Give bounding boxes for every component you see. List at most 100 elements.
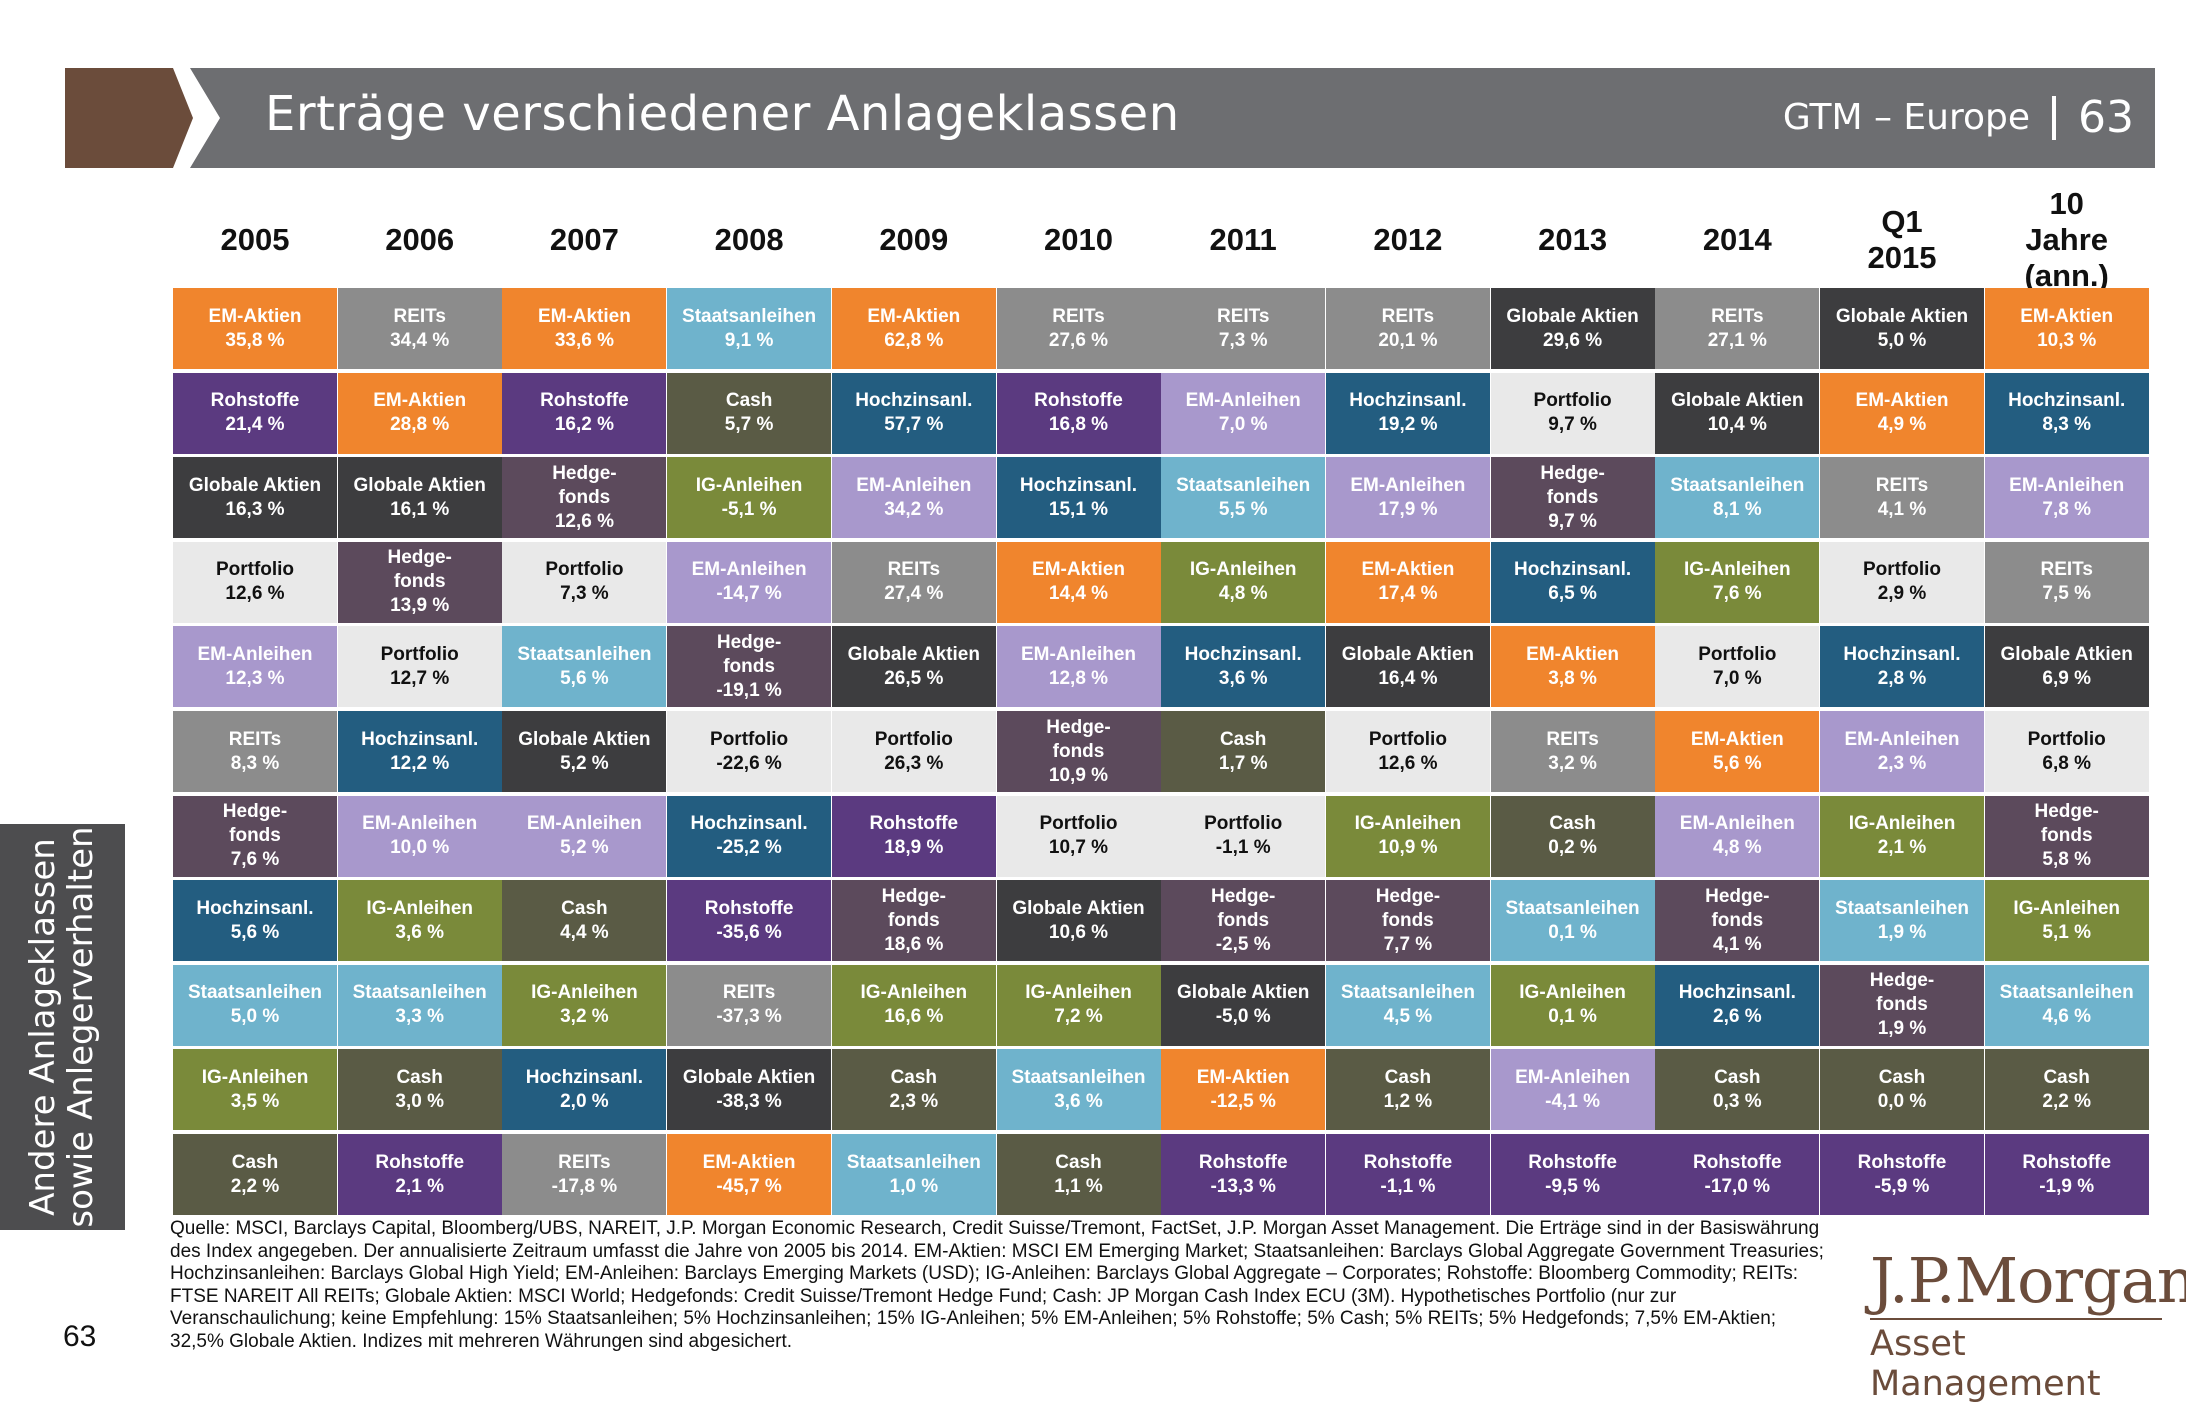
- return-cell: Staatsanleihen 3,6 %: [996, 1049, 1161, 1131]
- return-cell: REITs 34,4 %: [337, 288, 502, 369]
- asset-class-label: Rohstoffe: [1857, 1151, 1947, 1173]
- return-cell: Cash 4,4 %: [502, 880, 667, 962]
- return-value: -1,1 %: [1215, 837, 1271, 859]
- return-value: 27,6 %: [1048, 329, 1109, 351]
- return-cell: EM-Anleihen 5,2 %: [502, 795, 667, 877]
- asset-class-label: Rohstoffe: [375, 1151, 465, 1173]
- sidebar-line-2: sowie Anlegerverhalten: [61, 826, 101, 1228]
- return-value: -25,2 %: [716, 837, 782, 859]
- return-value: 0,0 %: [1877, 1090, 1927, 1112]
- return-value: 8,3 %: [230, 752, 280, 774]
- asset-class-label: EM-Aktien: [373, 390, 467, 412]
- return-cell: Cash 3,0 %: [337, 1049, 502, 1131]
- return-value: -38,3 %: [716, 1090, 782, 1112]
- return-cell: Staatsanleihen 5,5 %: [1161, 457, 1326, 539]
- return-cell: Globale Aktien 5,2 %: [502, 711, 667, 792]
- asset-class-label: fonds: [393, 571, 446, 593]
- return-value: 10,6 %: [1048, 921, 1109, 943]
- return-cell: Hochzinsanl. -25,2 %: [667, 795, 832, 877]
- return-cell: IG-Anleihen 2,1 %: [1820, 795, 1984, 877]
- asset-class-label: Portfolio: [1204, 813, 1283, 835]
- return-cell: Hedge-fonds 12,6 %: [502, 457, 667, 539]
- asset-class-label: Rohstoffe: [210, 390, 300, 412]
- return-value: 33,6 %: [554, 329, 614, 351]
- return-value: 7,3 %: [560, 583, 609, 605]
- return-value: 5,0 %: [230, 1006, 280, 1028]
- return-cell: Globale Atkien 6,9 %: [1984, 626, 2149, 708]
- return-cell: IG-Anleihen 7,2 %: [996, 964, 1161, 1046]
- asset-class-label: Portfolio: [710, 728, 789, 750]
- return-value: 3,2 %: [1548, 752, 1597, 774]
- return-cell: EM-Anleihen 7,0 %: [1161, 372, 1326, 454]
- return-cell: Portfolio 10,7 %: [996, 795, 1161, 877]
- return-value: 8,3 %: [2042, 414, 2091, 436]
- return-cell: Cash 1,7 %: [1161, 711, 1326, 792]
- asset-class-label: REITs: [393, 305, 446, 327]
- return-cell: Hochzinsanl. 3,6 %: [1161, 626, 1326, 708]
- return-value: 4,4 %: [560, 921, 609, 943]
- return-cell: EM-Anleihen 7,8 %: [1984, 457, 2149, 539]
- return-cell: Cash 1,2 %: [1325, 1049, 1490, 1131]
- return-value: 5,6 %: [230, 921, 280, 943]
- return-cell: Hedge-fonds 9,7 %: [1490, 457, 1655, 539]
- return-cell: Cash 2,2 %: [173, 1134, 337, 1215]
- asset-class-label: Globale Aktien: [1341, 643, 1475, 665]
- return-value: 5,2 %: [560, 752, 609, 774]
- asset-class-label: Portfolio: [215, 559, 295, 581]
- return-cell: EM-Aktien 28,8 %: [337, 372, 502, 454]
- return-value: 6,8 %: [2042, 752, 2091, 774]
- return-cell: Hochzinsanl. 15,1 %: [996, 457, 1161, 539]
- return-cell: EM-Anleihen 10,0 %: [337, 795, 502, 877]
- return-cell: Rohstoffe 16,2 %: [502, 372, 667, 454]
- asset-class-label: EM-Aktien: [1361, 559, 1455, 581]
- asset-class-label: Hochzinsanl.: [1843, 643, 1961, 665]
- asset-class-label: Cash: [1055, 1151, 1102, 1173]
- return-cell: Rohstoffe -1,1 %: [1325, 1134, 1490, 1215]
- return-value: 6,5 %: [1548, 583, 1597, 605]
- return-value: 7,2 %: [1054, 1006, 1103, 1028]
- return-value: 5,1 %: [2042, 921, 2091, 943]
- return-cell: Globale Aktien -5,0 %: [1161, 964, 1326, 1046]
- header-separator: [2052, 95, 2056, 140]
- column-header: 2010: [1044, 222, 1113, 257]
- return-cell: Rohstoffe -13,3 %: [1161, 1134, 1326, 1215]
- return-value: 13,9 %: [390, 595, 450, 617]
- return-value: 7,3 %: [1218, 329, 1268, 351]
- return-value: 5,7 %: [724, 414, 774, 436]
- return-value: 0,3 %: [1713, 1090, 1762, 1112]
- return-value: -5,0 %: [1215, 1006, 1271, 1028]
- return-cell: Cash 0,3 %: [1655, 1049, 1820, 1131]
- return-value: 10,9 %: [1378, 837, 1438, 859]
- asset-class-label: fonds: [1876, 994, 1928, 1016]
- asset-class-label: IG-Anleihen: [2013, 897, 2120, 919]
- return-value: -13,3 %: [1210, 1175, 1276, 1197]
- asset-class-label: Rohstoffe: [1034, 390, 1123, 412]
- return-cell: Portfolio -22,6 %: [667, 711, 832, 792]
- return-value: 1,7 %: [1218, 752, 1268, 774]
- logo-divider: [1870, 1318, 2162, 1320]
- return-cell: IG-Anleihen 4,8 %: [1161, 541, 1326, 623]
- asset-class-label: EM-Aktien: [537, 305, 631, 327]
- return-value: 16,8 %: [1048, 414, 1109, 436]
- return-cell: EM-Aktien 5,6 %: [1655, 711, 1820, 792]
- asset-class-label: REITs: [1381, 305, 1435, 327]
- return-cell: Staatsanleihen 1,0 %: [831, 1134, 996, 1215]
- asset-class-label: Hedge-: [1046, 716, 1111, 738]
- return-cell: Hedge-fonds 5,8 %: [1984, 795, 2149, 877]
- asset-class-label: REITs: [887, 559, 941, 581]
- return-cell: Portfolio 7,0 %: [1655, 626, 1820, 708]
- asset-class-label: Staatsanleihen: [1176, 474, 1311, 496]
- return-value: 4,9 %: [1877, 414, 1927, 436]
- return-value: 12,3 %: [225, 667, 285, 689]
- return-cell: Hochzinsanl. 5,6 %: [173, 880, 337, 962]
- return-cell: EM-Aktien -12,5 %: [1161, 1049, 1326, 1131]
- asset-class-label: Hedge-: [1705, 885, 1770, 907]
- return-value: 3,3 %: [395, 1006, 444, 1028]
- return-cell: Cash 5,7 %: [667, 372, 832, 454]
- return-cell: Globale Aktien 5,0 %: [1820, 288, 1984, 369]
- return-cell: EM-Anleihen 17,9 %: [1325, 457, 1490, 539]
- asset-class-label: Portfolio: [1533, 390, 1612, 412]
- return-cell: REITs 27,6 %: [996, 288, 1161, 369]
- asset-class-label: Staatsanleihen: [1999, 982, 2134, 1004]
- asset-class-label: REITs: [1875, 474, 1929, 496]
